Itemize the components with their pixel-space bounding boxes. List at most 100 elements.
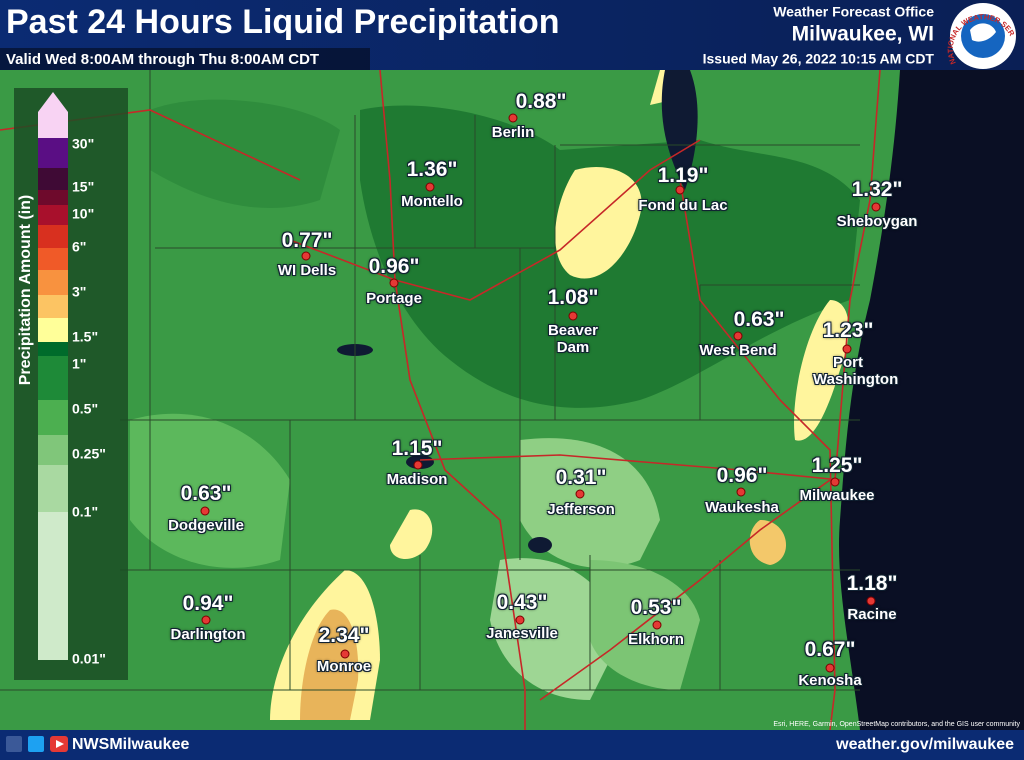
roads — [0, 69, 881, 731]
lake-winnebago — [661, 70, 698, 190]
title: Past 24 Hours Liquid Precipitation — [6, 3, 560, 41]
legend-title: Precipitation Amount (in) — [17, 195, 34, 386]
legend-swatch — [38, 356, 68, 400]
legend-label: 10" — [72, 206, 94, 222]
city-dot — [830, 477, 840, 487]
lighter-area — [520, 438, 660, 568]
city-dot — [508, 113, 518, 123]
city-name: Janesville — [486, 625, 558, 642]
legend-swatch — [38, 465, 68, 512]
legend-panel — [14, 88, 128, 680]
legend-label: 30" — [72, 136, 94, 152]
city-name: Jefferson — [547, 501, 615, 518]
city-dot — [413, 460, 423, 470]
office-line: Weather Forecast Office — [773, 4, 934, 20]
footer-url: weather.gov/milwaukee — [835, 736, 1014, 753]
city-amount: 0.67" — [804, 638, 856, 661]
city-name: Racine — [847, 606, 897, 623]
city-amount: 0.88" — [515, 90, 567, 113]
city-name: Madison — [386, 471, 448, 488]
footer-bar — [0, 730, 1024, 760]
high-area — [390, 509, 433, 560]
city-amount: 0.94" — [182, 592, 234, 615]
city-name: WI Dells — [277, 262, 337, 279]
legend-label: 6" — [72, 239, 86, 255]
facebook-icon[interactable] — [6, 736, 22, 752]
high-area — [555, 167, 642, 279]
city-amount: 1.15" — [391, 437, 443, 460]
city-dot — [652, 620, 662, 630]
legend-swatch — [38, 225, 68, 248]
legend-swatch — [38, 138, 68, 168]
city-dot — [301, 251, 311, 261]
city-name: West Bend — [699, 342, 777, 359]
legend-swatch — [38, 248, 68, 270]
city-name: Port Washington — [813, 354, 899, 388]
city-name: Dodgeville — [168, 517, 244, 534]
twitter-icon[interactable] — [28, 736, 44, 752]
city-amount: 0.43" — [496, 591, 548, 614]
city-amount: 1.23" — [822, 319, 874, 342]
city-name: Beaver Dam — [547, 322, 599, 356]
legend-arrow — [38, 92, 68, 112]
county-lines — [0, 70, 860, 691]
youtube-play — [56, 740, 64, 748]
city-amount: 0.63" — [180, 482, 232, 505]
office-name: Milwaukee, WI — [792, 23, 934, 46]
city-dot — [425, 182, 435, 192]
attribution: Esri, HERE, Garmin, OpenStreetMap contri… — [773, 721, 1020, 728]
legend-label: 1" — [72, 356, 86, 372]
legend-label: 0.5" — [72, 401, 98, 417]
logo-cloud — [970, 23, 996, 42]
city-dot — [733, 331, 743, 341]
legend-swatch — [38, 168, 68, 190]
city-name: Elkhorn — [628, 631, 684, 648]
legend-swatch — [38, 318, 68, 342]
city-amount: 1.08" — [547, 286, 599, 309]
city-dot — [825, 663, 835, 673]
legend-bar: 30" 15" 10" 6" 3" 1.5" 1" 0.5" 0.25" 0.1" 0.01" — [38, 92, 106, 667]
city-name: Montello — [401, 193, 463, 210]
legend-swatch — [38, 112, 68, 138]
city-dot — [575, 489, 585, 499]
legend-swatch — [38, 435, 68, 465]
city-name: Berlin — [491, 124, 535, 141]
city-dot — [340, 649, 350, 659]
legend-label: 0.1" — [72, 504, 98, 520]
city-name: Kenosha — [798, 672, 862, 689]
legend-swatch — [38, 205, 68, 225]
legend-swatch — [38, 400, 68, 435]
city-name: Milwaukee — [799, 487, 875, 504]
legend-label: 15" — [72, 179, 94, 195]
city-dot — [389, 278, 399, 288]
city-name: Monroe — [316, 658, 372, 675]
city-amount: 0.31" — [555, 466, 607, 489]
city-dot — [515, 615, 525, 625]
subtitle: Valid Wed 8:00AM through Thu 8:00AM CDT — [6, 51, 319, 68]
city-dot — [675, 185, 685, 195]
city-dot — [736, 487, 746, 497]
legend-label: 1.5" — [72, 329, 98, 345]
city-amount: 1.25" — [811, 454, 863, 477]
legend-swatch — [38, 295, 68, 318]
city-name: Waukesha — [705, 499, 779, 516]
legend-swatch — [38, 342, 68, 356]
lighter-area — [590, 560, 700, 690]
lake-michigan — [839, 70, 1024, 730]
city-amount: 0.63" — [733, 308, 785, 331]
legend-swatch — [38, 270, 68, 295]
legend-label: 3" — [72, 284, 86, 300]
city-dot — [201, 615, 211, 625]
city-dot — [871, 202, 881, 212]
high-area — [794, 300, 849, 441]
lighter-area — [130, 413, 290, 568]
city-dot — [842, 344, 852, 354]
city-dot — [200, 506, 210, 516]
legend-label: 0.01" — [72, 651, 106, 667]
city-name: Portage — [366, 290, 422, 307]
city-amount: 0.96" — [368, 255, 420, 278]
high-core — [300, 609, 359, 720]
city-name: Darlington — [170, 626, 246, 643]
legend-label: 0.25" — [72, 446, 106, 462]
